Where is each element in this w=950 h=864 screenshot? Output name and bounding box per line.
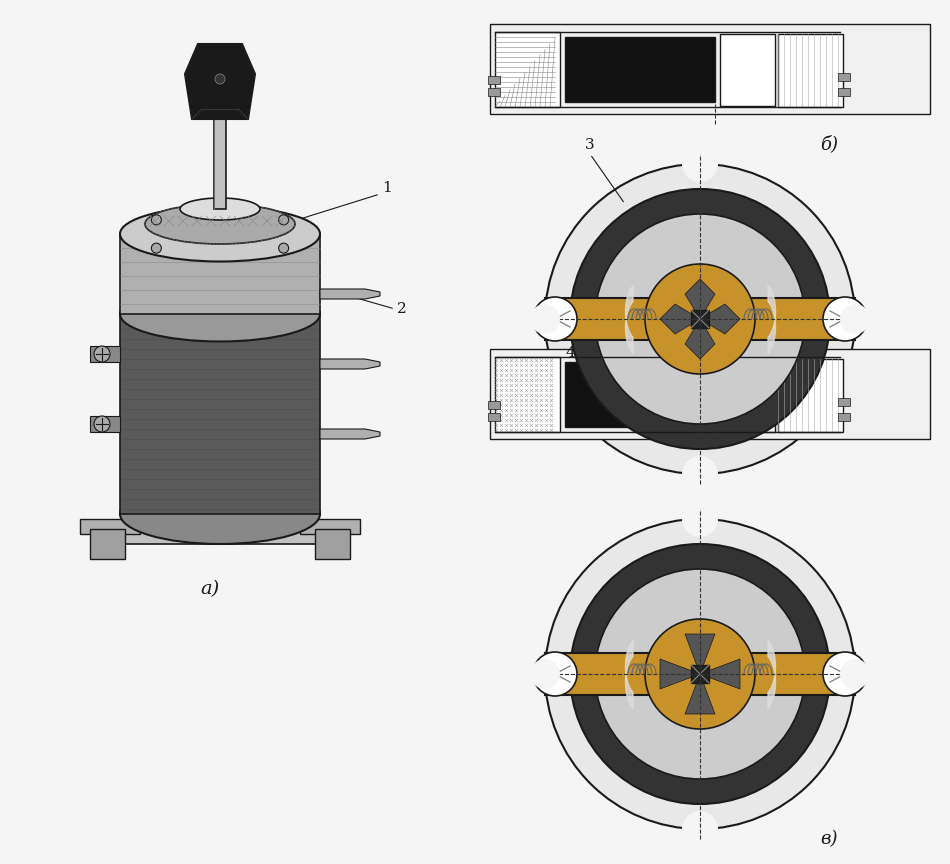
Bar (691, 665, 709, 683)
Polygon shape (685, 279, 715, 319)
Circle shape (682, 146, 718, 182)
Circle shape (151, 215, 162, 225)
Circle shape (823, 652, 867, 696)
Circle shape (595, 214, 805, 424)
Polygon shape (685, 319, 715, 359)
Bar (565, 362, 715, 427)
Polygon shape (185, 44, 255, 119)
Circle shape (840, 304, 870, 334)
Bar (720, 359, 775, 432)
Bar (490, 349, 930, 439)
Bar (495, 357, 560, 432)
Polygon shape (120, 314, 320, 514)
Circle shape (530, 304, 560, 334)
Bar (691, 310, 709, 328)
Polygon shape (660, 304, 700, 334)
Text: 3: 3 (585, 138, 595, 152)
Ellipse shape (120, 484, 320, 544)
Bar (838, 398, 850, 406)
Circle shape (533, 652, 577, 696)
Polygon shape (80, 519, 140, 534)
Circle shape (545, 164, 855, 474)
Circle shape (570, 544, 830, 804)
Circle shape (840, 659, 870, 689)
Text: б): б) (820, 135, 838, 153)
Ellipse shape (180, 198, 260, 220)
Polygon shape (300, 519, 360, 534)
Circle shape (682, 501, 718, 537)
Text: 2: 2 (397, 302, 407, 316)
Circle shape (94, 346, 110, 362)
Polygon shape (700, 659, 740, 689)
Polygon shape (120, 234, 320, 314)
Circle shape (278, 243, 289, 253)
Text: 1: 1 (382, 181, 391, 195)
Bar (565, 37, 715, 102)
Circle shape (94, 416, 110, 432)
Polygon shape (110, 524, 350, 544)
Bar (720, 34, 775, 106)
Polygon shape (320, 289, 380, 299)
Circle shape (645, 264, 755, 374)
Bar (488, 76, 500, 84)
Bar (488, 413, 500, 421)
Circle shape (533, 297, 577, 341)
Bar (480, 54, 940, 484)
Circle shape (682, 456, 718, 492)
Circle shape (530, 659, 560, 689)
Bar (490, 24, 930, 114)
Polygon shape (90, 416, 120, 432)
Bar (488, 88, 500, 96)
Ellipse shape (145, 204, 295, 244)
Bar (838, 413, 850, 421)
Text: 4: 4 (565, 346, 575, 360)
Circle shape (570, 189, 830, 449)
Ellipse shape (120, 206, 320, 262)
Bar (480, 484, 940, 864)
Polygon shape (315, 529, 350, 559)
Bar (488, 401, 500, 409)
Circle shape (682, 811, 718, 847)
Bar (214, 119, 226, 209)
Ellipse shape (120, 287, 320, 341)
Circle shape (595, 569, 805, 779)
Polygon shape (700, 304, 740, 334)
Polygon shape (90, 346, 120, 362)
Bar (545, 298, 855, 340)
Bar (480, 4, 940, 124)
Bar (495, 32, 560, 107)
Polygon shape (685, 634, 715, 674)
Polygon shape (660, 659, 700, 689)
Bar (545, 653, 855, 695)
Polygon shape (320, 429, 380, 439)
Circle shape (278, 215, 289, 225)
Text: а): а) (200, 580, 219, 598)
Polygon shape (685, 674, 715, 714)
Circle shape (151, 243, 162, 253)
Circle shape (645, 619, 755, 729)
Circle shape (545, 519, 855, 829)
Circle shape (215, 74, 225, 84)
Text: в): в) (820, 830, 838, 848)
Bar (778, 34, 843, 107)
Bar (778, 359, 843, 432)
Bar (838, 73, 850, 81)
Polygon shape (90, 529, 125, 559)
Bar (838, 88, 850, 96)
Circle shape (823, 297, 867, 341)
Polygon shape (320, 359, 380, 369)
